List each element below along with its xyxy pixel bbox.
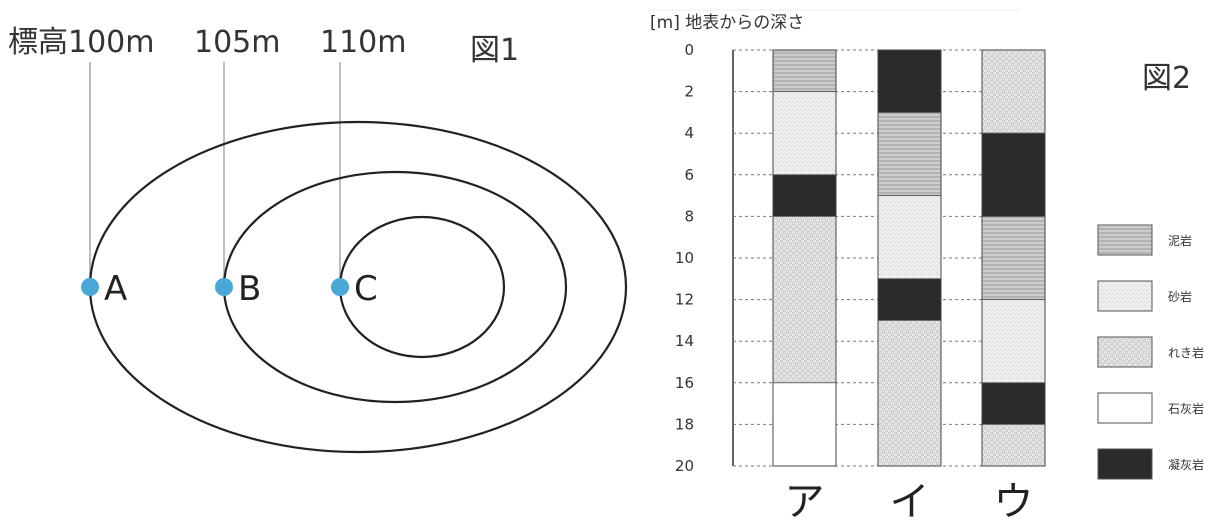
legend-item-tuff: 凝灰岩 — [1097, 448, 1204, 480]
point-c-marker — [331, 278, 349, 296]
legend-label: 石灰岩 — [1168, 401, 1204, 416]
depth-tick-label: 18 — [675, 415, 694, 433]
layer-limestone — [772, 382, 837, 467]
legend-swatch — [1097, 224, 1153, 256]
layer-conglomerate — [772, 215, 837, 384]
depth-tick-label: 12 — [675, 291, 694, 309]
figure2-boring-columns: [m] 地表からの深さ 図2 0 2 4 6 8 10 12 14 16 18 20 ア イ ウ 泥岩砂… — [650, 9, 1204, 524]
depth-tick-label: 10 — [675, 249, 694, 267]
depth-tick-label: 4 — [684, 124, 694, 142]
layer-mudstone — [877, 112, 942, 196]
layer-tuff — [981, 382, 1046, 425]
contour-105m — [222, 170, 568, 404]
boring-column-3: ウ — [981, 49, 1046, 524]
figure1-title: 図1 — [470, 33, 519, 68]
depth-axis-title: [m] 地表からの深さ — [650, 13, 804, 33]
layer-tuff — [877, 49, 942, 113]
depth-grid — [732, 49, 1021, 467]
legend-label: 砂岩 — [1168, 289, 1192, 304]
boring-column-2: イ — [877, 49, 942, 524]
layer-sandstone — [772, 91, 837, 176]
boring-column-1: ア — [772, 49, 837, 524]
depth-tick-label: 6 — [684, 166, 694, 184]
depth-tick-label: 16 — [675, 374, 694, 392]
legend-item-sandstone: 砂岩 — [1097, 280, 1192, 312]
column-label: イ — [890, 479, 930, 524]
layer-conglomerate — [981, 49, 1046, 134]
layer-tuff — [981, 132, 1046, 217]
depth-tick-label: 0 — [684, 41, 694, 59]
elevation-label-b: 105m — [194, 25, 280, 60]
depth-tick-label: 8 — [684, 207, 694, 225]
legend-item-mudstone: 泥岩 — [1097, 224, 1192, 256]
boring-columns: アイウ — [772, 49, 1046, 524]
point-a-marker — [81, 278, 99, 296]
legend-swatch — [1097, 448, 1153, 480]
layer-conglomerate — [981, 423, 1046, 467]
depth-tick-label: 20 — [675, 457, 694, 475]
legend-label: 泥岩 — [1168, 233, 1192, 248]
legend-label: 凝灰岩 — [1168, 457, 1204, 472]
point-b-marker — [215, 278, 233, 296]
point-c-label: C — [354, 269, 378, 309]
column-label: ア — [785, 479, 825, 524]
legend-swatch — [1097, 392, 1153, 424]
layer-sandstone — [877, 195, 942, 280]
layer-tuff — [877, 278, 942, 321]
point-b-label: B — [238, 269, 261, 309]
depth-tick-label: 14 — [675, 332, 694, 350]
elevation-label-c: 110m — [320, 25, 406, 60]
legend-label: れき岩 — [1168, 345, 1204, 360]
layer-conglomerate — [877, 319, 942, 467]
legend-item-limestone: 石灰岩 — [1097, 392, 1204, 424]
layer-sandstone — [981, 299, 1046, 384]
legend-swatch — [1097, 336, 1153, 368]
layer-mudstone — [981, 215, 1046, 300]
depth-tick-label: 2 — [684, 83, 694, 101]
depth-tick-labels: 0 2 4 6 8 10 12 14 16 18 20 — [675, 41, 694, 475]
figure2-title: 図2 — [1142, 61, 1191, 96]
point-a-label: A — [104, 269, 127, 309]
column-label: ウ — [994, 479, 1034, 524]
layer-mudstone — [772, 49, 837, 92]
layer-tuff — [772, 174, 837, 217]
elevation-label-a: 標高100m — [8, 25, 154, 60]
legend-item-conglomerate: れき岩 — [1097, 336, 1204, 368]
legend-swatch — [1097, 280, 1153, 312]
figure1-contour-map: 標高100m 105m 110m 図1 A B C — [8, 25, 628, 454]
